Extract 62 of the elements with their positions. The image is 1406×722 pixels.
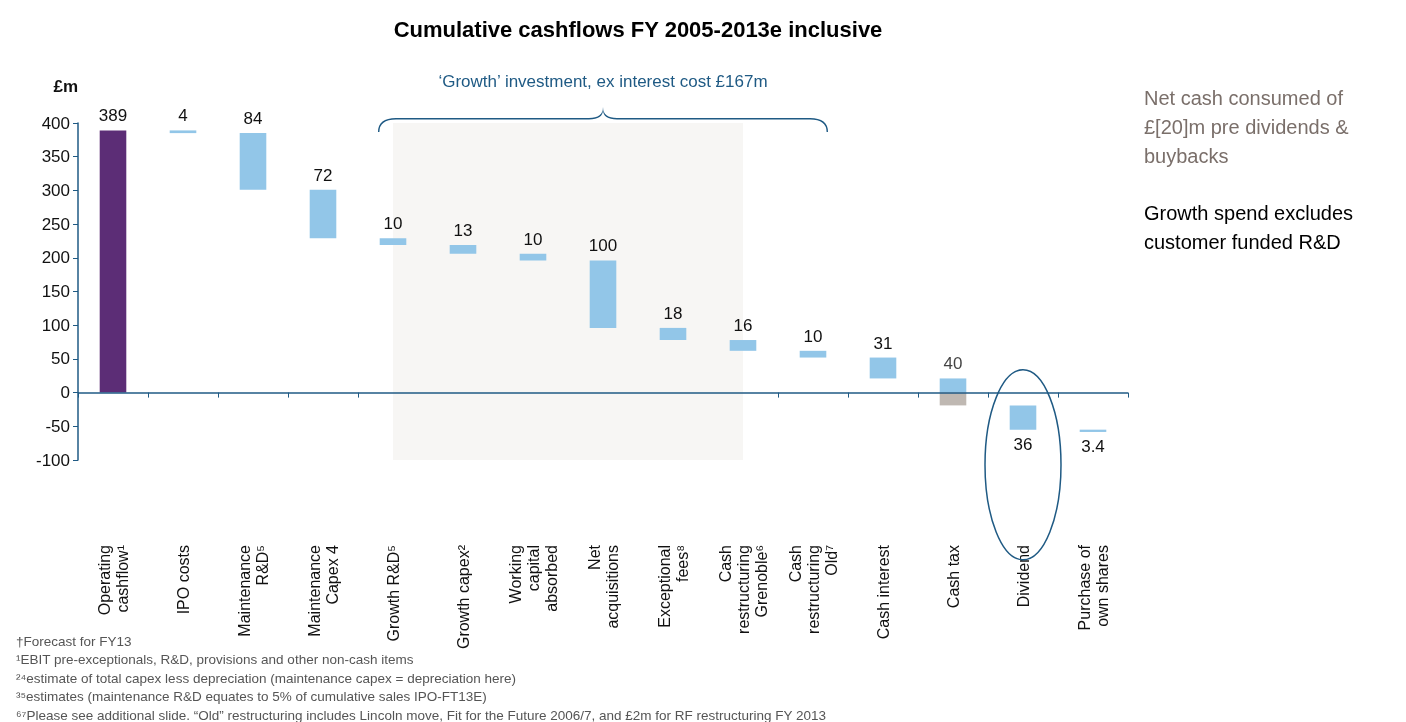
x-tick-label: IPO costs: [174, 545, 192, 615]
data-label: 72: [313, 165, 333, 185]
x-tick-label: Operating cashflow¹: [95, 545, 131, 616]
x-tick-label: Maintenance R&D⁵: [235, 544, 271, 637]
x-tick-label: Cash interest: [874, 544, 892, 640]
y-tick-label: 50: [51, 349, 70, 369]
y-tick-label: 400: [41, 113, 70, 133]
data-label: 13: [453, 220, 473, 240]
y-tick-label: 200: [41, 248, 70, 268]
bar: [729, 340, 757, 351]
data-label: 100: [588, 236, 618, 256]
text: ¹EBIT pre-exceptionals, R&D, provisions and other non-cash items: [16, 652, 414, 667]
bar: [169, 130, 197, 134]
text: †Forecast for FY13: [16, 633, 132, 649]
y-tick-label: -100: [35, 450, 70, 470]
text: Net cash consumed of £[20]m pre dividends & buybacks: [1144, 86, 1350, 167]
bar: [589, 260, 617, 328]
text: Growth spend excludes customer funded R&D: [1144, 201, 1354, 253]
text: ⁶⁷Please see additional slide. “Old” restructuring includes Lincoln move, Fit for the Future 2006/7, and £2m for RF restructuring FY 2013: [16, 707, 827, 722]
y-tick-label: 100: [41, 315, 70, 335]
bar: [659, 327, 687, 341]
data-label: 18: [663, 303, 683, 323]
annotation: 40: [943, 354, 963, 374]
y-axis-title: £m: [53, 77, 78, 96]
x-tick-label: Maintenance Capex 4: [305, 544, 341, 637]
data-label: 3.4: [1081, 436, 1105, 456]
x-tick-label: Growth capex²: [454, 544, 472, 650]
bar: [379, 238, 407, 245]
bar: [449, 244, 477, 254]
text: ³⁵estimates (maintenance R&D equates to 5% of cumulative sales IPO-FT13E): [16, 689, 487, 704]
bar: [799, 350, 827, 358]
y-tick-label: 350: [41, 147, 70, 167]
x-tick-label: Growth R&D⁵: [384, 545, 402, 642]
data-label: 10: [803, 326, 823, 346]
data-label: 389: [98, 106, 128, 126]
data-label: 10: [523, 229, 543, 249]
y-tick-label: 0: [60, 383, 70, 403]
data-label: 4: [178, 106, 188, 126]
bar: [939, 378, 967, 393]
text: ²⁴estimate of total capex less depreciation (maintenance capex = depreciation here): [16, 670, 516, 686]
x-tick-label: Cash tax: [944, 545, 962, 609]
x-tick-label: Purchase of own shares: [1075, 544, 1111, 631]
bar: [309, 189, 337, 239]
data-label: 31: [873, 333, 893, 353]
bar: [869, 357, 897, 379]
band-label: ‘Growth’ investment, ex interest cost £167m: [438, 72, 768, 92]
bar: [1009, 405, 1037, 430]
data-label: 84: [243, 109, 263, 129]
x-tick-label: Exceptional fees⁸: [655, 545, 691, 628]
chart-title: Cumulative cashflows FY 2005-2013e inclusive: [393, 16, 883, 42]
x-tick-label: Working capital absorbed: [506, 545, 560, 612]
data-label: 10: [383, 214, 403, 234]
data-label: 36: [1013, 434, 1033, 454]
x-tick-label: Dividend: [1014, 545, 1032, 608]
x-tick-label: Cash restructuring Old⁷: [786, 544, 840, 634]
y-tick-label: 150: [41, 282, 70, 301]
bar: [239, 133, 267, 190]
y-tick-label: -50: [45, 416, 70, 436]
data-label: 16: [733, 316, 753, 336]
bar: [99, 130, 127, 393]
y-tick-label: 250: [41, 214, 70, 234]
y-tick-label: 300: [41, 180, 70, 200]
